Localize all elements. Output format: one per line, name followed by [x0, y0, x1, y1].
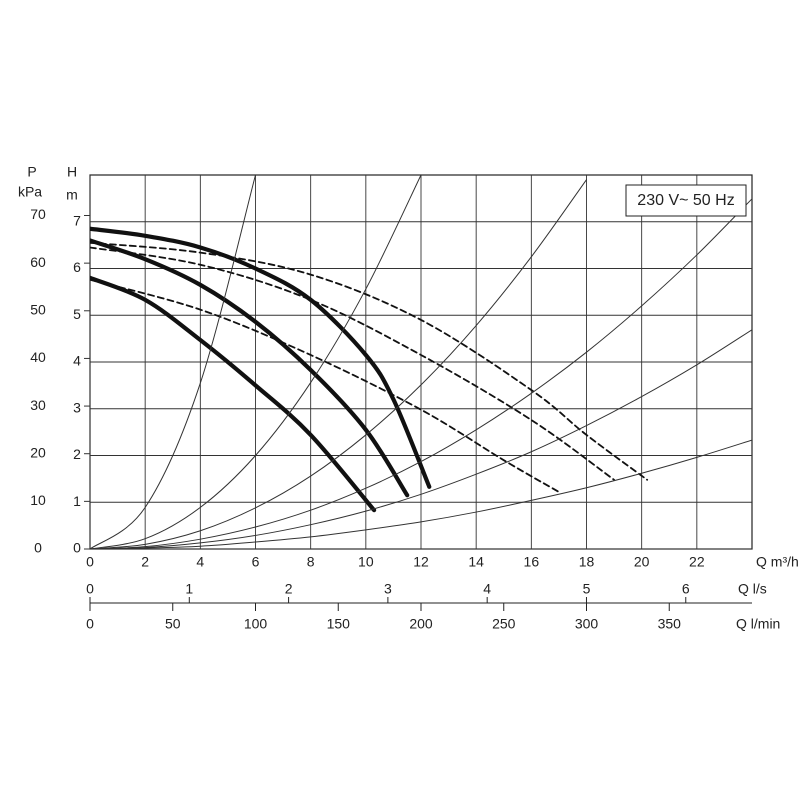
annotation: 230 V~ 50 Hz	[637, 192, 734, 209]
secondary-x-tick-label: 0	[86, 581, 94, 597]
annotation-box	[625, 184, 747, 217]
y-tick-label: 1	[73, 493, 81, 509]
y-tick-label: 5	[73, 306, 81, 322]
x-tick-label: 6	[252, 554, 260, 570]
curve-thin	[90, 175, 256, 549]
curve-thick	[90, 275, 377, 513]
secondary-x-label: Q l/s	[738, 581, 767, 597]
y2-tick-label: 70	[30, 206, 46, 222]
curve-dashed	[90, 246, 615, 481]
y-tick-label: 2	[73, 446, 81, 462]
secondary-x-tick-label: 250	[492, 616, 516, 632]
y-tick-label: 0	[73, 540, 81, 556]
secondary-x-tick-label: 300	[575, 616, 599, 632]
x-tick-label: 8	[307, 554, 315, 570]
curve-thin	[90, 329, 752, 549]
curve-thin	[90, 179, 587, 549]
x-label: Q m³/h	[756, 554, 799, 570]
y2-tick-label: 40	[30, 349, 46, 365]
secondary-x-tick-label: 4	[483, 581, 491, 597]
secondary-x-tick-label: 6	[682, 581, 690, 597]
x-tick-label: 0	[86, 554, 94, 570]
secondary-x-tick-label: 50	[165, 616, 181, 632]
curve-thin	[90, 175, 422, 549]
y-tick-label: 6	[73, 259, 81, 275]
x-tick-label: 10	[358, 554, 374, 570]
secondary-x-label: Q l/min	[736, 616, 780, 632]
secondary-x-tick-label: 1	[185, 581, 193, 597]
y2-tick-label: 0	[34, 540, 42, 556]
y2-label: P	[27, 164, 36, 180]
y-label: H	[67, 164, 77, 180]
secondary-x-tick-label: 150	[327, 616, 351, 632]
secondary-x-tick-label: 200	[409, 616, 433, 632]
x-tick-label: 12	[413, 554, 429, 570]
x-tick-label: 22	[689, 554, 705, 570]
curve-dashed	[90, 278, 560, 493]
y2-tick-label: 60	[30, 254, 46, 270]
y-tick-label: 4	[73, 353, 81, 369]
x-tick-label: 20	[634, 554, 650, 570]
secondary-x-tick-label: 2	[285, 581, 293, 597]
x-tick-label: 18	[579, 554, 595, 570]
x-tick-label: 14	[468, 554, 484, 570]
curve-thick	[90, 226, 432, 489]
y-tick-label: 3	[73, 399, 81, 415]
secondary-x-tick-label: 0	[86, 616, 94, 632]
y2-tick-label: 10	[30, 492, 46, 508]
secondary-x-tick-label: 350	[658, 616, 682, 632]
secondary-x-tick-label: 3	[384, 581, 392, 597]
curve-dashed	[90, 241, 649, 481]
secondary-x-tick-label: 5	[583, 581, 591, 597]
y2-tick-label: 50	[30, 301, 46, 317]
x-tick-label: 2	[141, 554, 149, 570]
y-unit: m	[66, 187, 78, 203]
x-tick-label: 4	[196, 554, 204, 570]
y-tick-label: 7	[73, 212, 81, 228]
curve-thick	[90, 238, 410, 498]
curve-thin	[90, 439, 752, 549]
y2-tick-label: 20	[30, 444, 46, 460]
curve-thin	[90, 198, 752, 549]
y2-unit: kPa	[18, 184, 42, 200]
secondary-x-tick-label: 100	[244, 616, 268, 632]
x-tick-label: 16	[524, 554, 540, 570]
y2-tick-label: 30	[30, 397, 46, 413]
